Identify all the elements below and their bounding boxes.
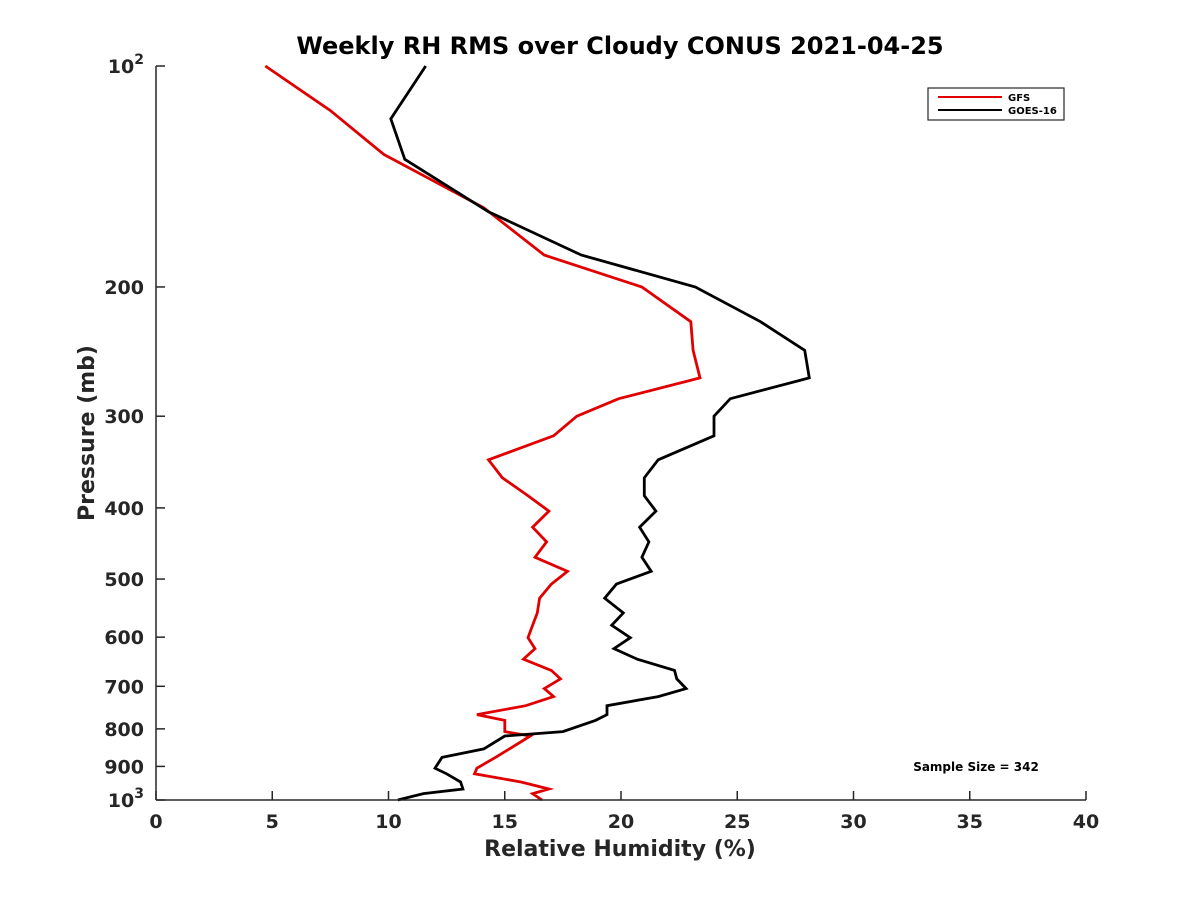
legend-label-gfs: GFS xyxy=(1008,93,1030,104)
x-tick-label: 40 xyxy=(1073,811,1099,833)
y-tick-label: 102 xyxy=(108,52,144,78)
series-line-gfs xyxy=(264,64,702,802)
y-tick-label: 200 xyxy=(104,277,144,299)
y-tick-label: 300 xyxy=(104,406,144,428)
x-tick-label: 30 xyxy=(840,811,866,833)
y-tick-label: 600 xyxy=(104,627,144,649)
axes: 0 5 10 15 20 25 30 35 40 102 200 300 400 500 600 700 80… xyxy=(104,52,1099,833)
series-line-goes-16 xyxy=(389,65,811,802)
legend-label-goes16: GOES-16 xyxy=(1008,106,1057,117)
legend-box xyxy=(927,87,1065,121)
y-tick-label: 800 xyxy=(104,719,144,741)
y-tick-label: 900 xyxy=(104,756,144,778)
legend: GFS GOES-16 xyxy=(927,87,1065,121)
y-tick-label: 400 xyxy=(104,498,144,520)
x-tick-label: 35 xyxy=(957,811,983,833)
y-axis-title: Pressure (mb) xyxy=(75,345,100,521)
x-tick-label: 0 xyxy=(149,811,162,833)
sample-size-annotation: Sample Size = 342 xyxy=(913,760,1039,774)
x-ticks: 0 5 10 15 20 25 30 35 40 xyxy=(149,791,1099,833)
plot-area xyxy=(264,64,811,802)
chart-title: Weekly RH RMS over Cloudy CONUS 2021-04-… xyxy=(296,32,943,60)
x-tick-label: 25 xyxy=(724,811,750,833)
y-ticks: 102 200 300 400 500 600 700 800 900 103 xyxy=(104,52,165,812)
x-tick-label: 10 xyxy=(375,811,401,833)
y-tick-label: 500 xyxy=(104,569,144,591)
x-axis-title: Relative Humidity (%) xyxy=(484,837,756,862)
x-tick-label: 5 xyxy=(266,811,279,833)
y-tick-label: 103 xyxy=(108,786,144,812)
y-tick-label: 700 xyxy=(104,676,144,698)
x-tick-label: 20 xyxy=(608,811,634,833)
x-tick-label: 15 xyxy=(492,811,518,833)
